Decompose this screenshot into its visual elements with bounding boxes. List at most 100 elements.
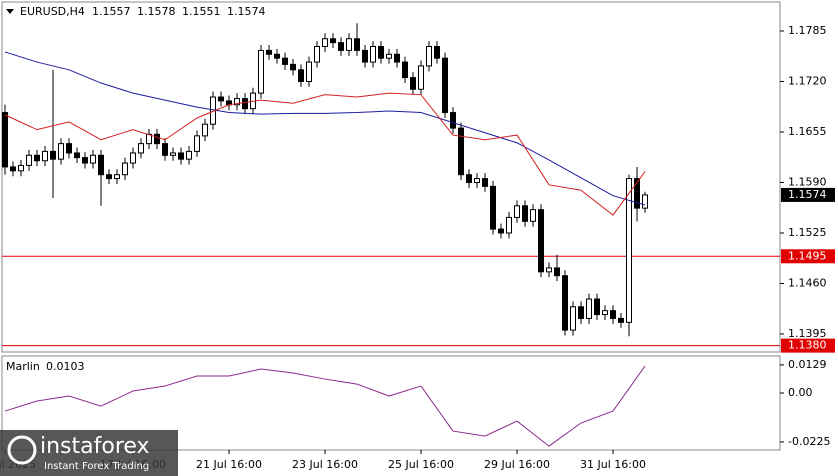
candle-body xyxy=(418,65,424,90)
candle-body xyxy=(10,166,16,172)
candle-body xyxy=(98,154,104,176)
candle-body xyxy=(602,310,608,316)
candle-body xyxy=(162,143,168,156)
candle-body xyxy=(618,317,624,323)
x-tick-label: 23 Jul 16:00 xyxy=(292,458,358,471)
candle-body xyxy=(498,228,504,234)
moving-average xyxy=(4,51,646,206)
candle-body xyxy=(634,178,640,209)
candle-body xyxy=(450,112,456,129)
candle-body xyxy=(50,150,56,160)
indicator-line xyxy=(4,365,646,447)
candle-body xyxy=(258,49,264,94)
ohlc-open: 1.1557 xyxy=(92,5,131,18)
candle-body xyxy=(386,53,392,59)
candle-body xyxy=(194,135,200,152)
candle-body xyxy=(66,143,72,154)
candle-body xyxy=(330,38,336,44)
candle-body xyxy=(482,178,488,187)
candle-body xyxy=(138,143,144,154)
indicator-name: Marlin xyxy=(6,360,40,373)
candle-body xyxy=(562,275,568,331)
candle-body xyxy=(354,38,360,51)
candle-body xyxy=(130,152,136,164)
y-tick-label: 1.1785 xyxy=(788,24,827,37)
candle-body xyxy=(546,267,552,273)
candle-body xyxy=(90,154,96,164)
candle-body xyxy=(122,162,128,176)
candle-body xyxy=(154,133,160,145)
candle-body xyxy=(186,150,192,160)
indicator-tick-label: 0.00 xyxy=(788,386,813,399)
level-label-box xyxy=(781,249,835,264)
main-panel xyxy=(1,1,781,353)
candle-body xyxy=(178,152,184,160)
candle-body xyxy=(410,77,416,90)
candle-body xyxy=(306,61,312,82)
candle-body xyxy=(586,298,592,319)
watermark-tagline: Instant Forex Trading xyxy=(44,461,149,472)
candle-body xyxy=(530,209,536,222)
candle-body xyxy=(274,53,280,59)
candle-body xyxy=(578,306,584,319)
candle-body xyxy=(426,46,432,67)
candle-body xyxy=(34,154,40,162)
candle-body xyxy=(106,174,112,180)
y-tick-label: 1.1525 xyxy=(788,226,827,239)
candle-body xyxy=(402,61,408,79)
candle-body xyxy=(434,46,440,59)
candle-body xyxy=(522,205,528,222)
candle-body xyxy=(218,96,224,102)
indicator-tick-label: 0.0129 xyxy=(788,358,827,371)
candle-body xyxy=(490,185,496,230)
moving-average xyxy=(4,92,646,216)
level-label: 1.1495 xyxy=(788,249,827,262)
ohlc-close: 1.1574 xyxy=(227,5,266,18)
x-tick-label: 21 Jul 16:00 xyxy=(196,458,262,471)
candle-body xyxy=(626,178,632,323)
candle-body xyxy=(290,63,296,71)
candle-body xyxy=(362,49,368,63)
candle-body xyxy=(554,267,560,277)
y-tick-label: 1.1395 xyxy=(788,327,827,340)
price-label-box xyxy=(781,187,835,202)
y-tick-label: 1.1590 xyxy=(788,175,827,188)
ohlc-high: 1.1578 xyxy=(137,5,176,18)
x-tick-label: 25 Jul 16:00 xyxy=(388,458,454,471)
y-tick-label: 1.1655 xyxy=(788,125,827,138)
candle-body xyxy=(18,164,24,172)
indicator-tick-label: -0.0225 xyxy=(788,435,830,448)
candle-body xyxy=(322,38,328,48)
candle-body xyxy=(642,194,648,209)
candle-body xyxy=(58,143,64,160)
level-label-box xyxy=(781,338,835,353)
candle-body xyxy=(202,123,208,137)
indicator-value: 0.0103 xyxy=(46,360,85,373)
candle-body xyxy=(298,69,304,82)
candle-body xyxy=(458,127,464,176)
level-label: 1.1380 xyxy=(788,339,827,352)
x-tick-label: 31 Jul 16:00 xyxy=(580,458,646,471)
candle-body xyxy=(282,57,288,65)
candle-body xyxy=(370,46,376,63)
watermark-logo xyxy=(7,435,37,465)
price-label: 1.1574 xyxy=(788,188,827,201)
candle-body xyxy=(114,174,120,180)
candle-body xyxy=(338,42,344,51)
candle-body xyxy=(394,53,400,63)
candle-body xyxy=(314,46,320,63)
candle-body xyxy=(42,150,48,162)
candle-body xyxy=(538,209,544,273)
candle-body xyxy=(514,205,520,218)
candle-body xyxy=(266,49,272,55)
candle-body xyxy=(570,306,576,331)
candle-body xyxy=(378,46,384,59)
watermark-brand: instaforex xyxy=(40,434,150,459)
candle-body xyxy=(442,57,448,114)
candle-body xyxy=(234,98,240,106)
ohlc-low: 1.1551 xyxy=(182,5,221,18)
y-tick-label: 1.1720 xyxy=(788,74,827,87)
candle-body xyxy=(466,174,472,183)
candle-body xyxy=(242,98,248,110)
